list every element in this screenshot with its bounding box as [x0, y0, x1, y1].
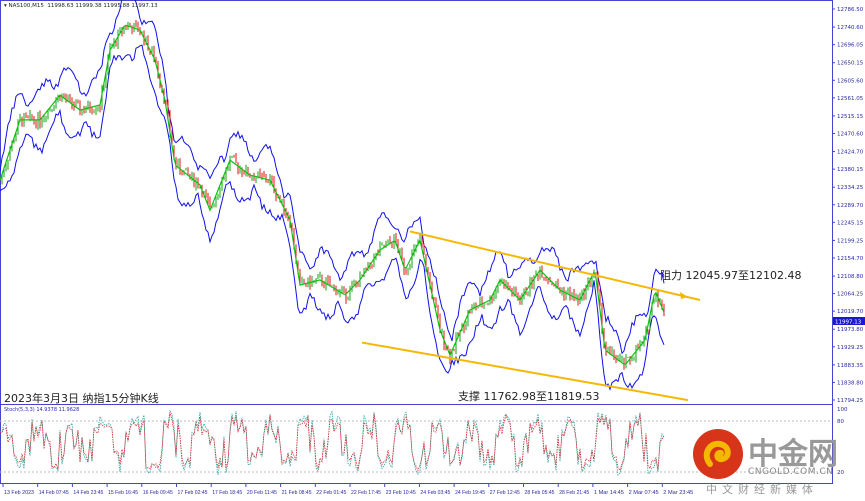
- support-channel-line: [361, 341, 689, 402]
- current-price-marker: [833, 317, 865, 325]
- y-tick-label: 12064.25: [837, 292, 864, 298]
- support-annotation: 支撑 11762.98至11819.53: [458, 390, 600, 403]
- y-tick-label: 12019.70: [837, 309, 864, 315]
- y-tick-label: 11838.80: [837, 380, 864, 386]
- y-tick-label: 12650.15: [837, 61, 864, 67]
- y-tick-label: 12786.50: [837, 7, 864, 13]
- x-tick-label: 24 Feb 19:45: [455, 490, 485, 496]
- envelope-lower-line: [0, 44, 665, 391]
- stoch-level-label: 20: [837, 470, 844, 476]
- y-tick-label: 11794.25: [837, 398, 864, 404]
- x-tick-label: 16 Feb 09:45: [143, 490, 173, 496]
- y-tick-label: 12108.80: [837, 274, 864, 280]
- x-tick-label: 14 Feb 07:45: [39, 490, 69, 496]
- resistance-annotation: 阻力 12045.97至12102.48: [660, 269, 802, 282]
- y-tick-label: 12696.05: [837, 43, 864, 49]
- chart-header: ▾ NAS100,M15 11998.63 11999.38 11995.88 …: [4, 3, 158, 9]
- y-tick-label: 12334.25: [837, 185, 864, 191]
- x-tick-label: 23 Feb 10:45: [386, 490, 416, 496]
- x-tick-label: 17 Feb 18:45: [212, 490, 242, 496]
- x-tick-label: 2 Mar 23:45: [663, 490, 693, 496]
- y-tick-label: 12561.05: [837, 96, 864, 102]
- x-tick-label: 20 Feb 11:45: [247, 490, 277, 496]
- moving-average-line: [0, 24, 665, 365]
- y-tick-label: 12199.25: [837, 238, 864, 244]
- x-tick-label: 13 Feb 2023: [4, 490, 34, 496]
- y-tick-label: 12245.15: [837, 220, 864, 226]
- y-tick-label: 11883.35: [837, 363, 864, 369]
- x-tick-label: 28 Feb 21:45: [559, 490, 589, 496]
- envelope-upper-line: [0, 0, 665, 355]
- logo-icon: [693, 429, 743, 479]
- ohlc: 11998.63 11999.38 11995.88 11997.13: [47, 3, 158, 9]
- stoch-level-label: 80: [837, 419, 844, 425]
- stoch-signal-line: [0, 412, 665, 472]
- x-tick-label: 15 Feb 16:45: [108, 490, 138, 496]
- x-tick-label: 22 Feb 01:45: [316, 490, 346, 496]
- y-tick-label: 11929.25: [837, 345, 864, 351]
- x-tick-label: 22 Feb 17:45: [351, 490, 381, 496]
- y-tick-label: 12605.60: [837, 78, 864, 84]
- arrow-head: [680, 292, 688, 299]
- x-tick-label: 24 Feb 03:45: [420, 490, 450, 496]
- y-tick-label: 12289.70: [837, 203, 864, 209]
- stoch-level-label: 100: [837, 407, 848, 413]
- y-tick-label: 12424.70: [837, 150, 864, 156]
- resistance-channel-line: [409, 230, 701, 301]
- y-tick-label: 11973.80: [837, 327, 864, 333]
- y-tick-label: 12380.15: [837, 167, 864, 173]
- symbol: NAS100,M15: [8, 3, 44, 9]
- y-tick-label: 12740.60: [837, 25, 864, 31]
- chart-frame: [0, 0, 833, 484]
- x-tick-label: 27 Feb 12:45: [490, 490, 520, 496]
- y-tick-label: 12470.60: [837, 131, 864, 137]
- x-tick-label: 2 Mar 07:45: [629, 490, 659, 496]
- y-tick-label: 12515.15: [837, 114, 864, 120]
- x-tick-label: 1 Mar 14:45: [594, 490, 624, 496]
- stoch-main-line: [0, 409, 665, 476]
- x-tick-label: 17 Feb 02:45: [178, 490, 208, 496]
- x-tick-label: 21 Feb 08:45: [282, 490, 312, 496]
- chart-caption: 2023年3月3日 纳指15分钟K线: [4, 392, 159, 405]
- x-tick-label: 28 Feb 05:45: [525, 490, 555, 496]
- stoch-label: Stoch(5,3,3) 14.9378 11.9628: [4, 407, 80, 413]
- y-tick-label: 12154.70: [837, 256, 864, 262]
- cngold-logo: 中金网 CNGOLD.COM.CN 中文财经新媒体: [690, 426, 838, 498]
- current-price-label: 11997.13: [835, 320, 862, 326]
- x-tick-label: 14 Feb 23:45: [73, 490, 103, 496]
